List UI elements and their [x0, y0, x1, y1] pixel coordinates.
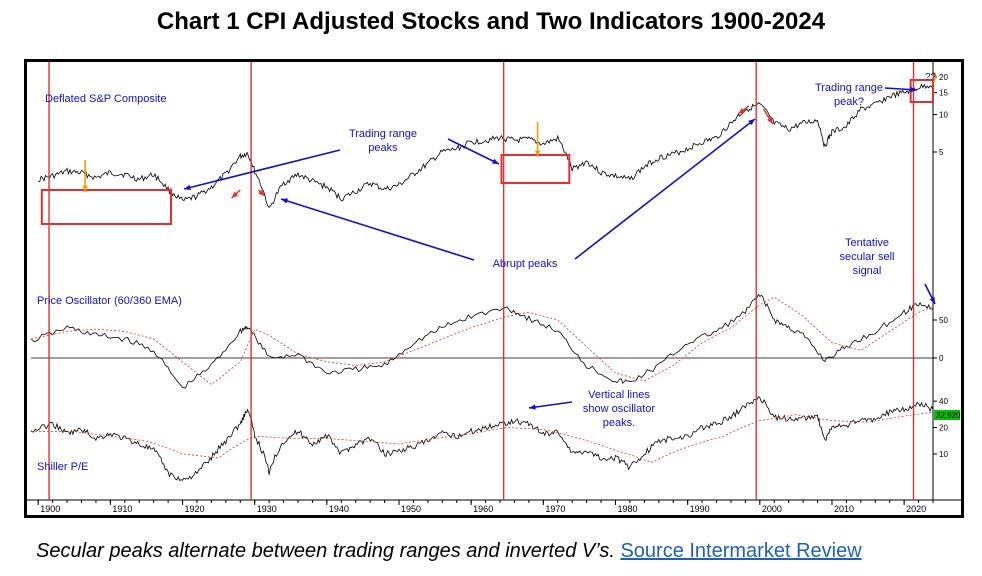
- chart-title: Chart 1 CPI Adjusted Stocks and Two Indi…: [156, 8, 826, 35]
- trading-range-arrow-right-head: [492, 158, 499, 164]
- x-tick-label: 1940: [329, 504, 349, 514]
- tentative-label-line2: secular sell: [839, 251, 894, 263]
- red-peak-tick-head: [231, 191, 239, 198]
- vertical-lines-label-line2: show oscillator: [583, 403, 655, 415]
- trading-range-label-line1: Trading range: [349, 128, 417, 140]
- y-tick-label: 20: [939, 424, 948, 433]
- x-tick-label: 1960: [473, 504, 493, 514]
- abrupt-peaks-arrow-left-head: [281, 198, 288, 204]
- x-tick-label: 1950: [401, 504, 421, 514]
- trading-range-box-1960s: [500, 154, 571, 184]
- tentative-signal-arrow-head: [929, 297, 935, 304]
- y-tick-label: 40: [939, 397, 948, 406]
- trading-range-arrow-right: [447, 138, 500, 165]
- tentative-label-line1: Tentative: [845, 237, 889, 249]
- last-value-label: 32.920: [936, 411, 961, 420]
- orange-arrow-1906-head: [82, 185, 88, 192]
- x-tick-label: 1930: [257, 504, 277, 514]
- y-tick-label: 0: [939, 354, 944, 363]
- y-tick-label: 5: [939, 148, 944, 157]
- x-tick-label: 1970: [545, 504, 565, 514]
- middle-series-line: [30, 293, 934, 389]
- shiller-pe-label: Shiller P/E: [37, 461, 88, 473]
- trading-range-peak-label-line2: peak?: [834, 96, 864, 108]
- y-tick-label: 20: [939, 73, 948, 82]
- trading-range-arrow-left-head: [184, 184, 191, 191]
- trading-range-box-1910s: [40, 189, 172, 225]
- trading-range-arrow-left: [183, 149, 341, 190]
- top-series-line: [38, 83, 934, 208]
- red-peak-tick-head: [738, 107, 745, 114]
- y-tick-label: 15: [939, 89, 948, 98]
- trading-range-label-line2: peaks: [368, 142, 398, 154]
- x-tick-label: 2010: [834, 504, 854, 514]
- red-peak-tick-head: [258, 189, 265, 196]
- x-tick-label: 1980: [617, 504, 637, 514]
- orange-arrow-2024-head: [931, 75, 938, 82]
- source-link[interactable]: Source Intermarket Review: [620, 540, 862, 562]
- vertical-lines-label-line1: Vertical lines: [588, 389, 650, 401]
- trading-range-peak-arrow-head: [910, 86, 917, 93]
- vertical-lines-arrow-head: [529, 404, 536, 410]
- y-tick-label: 50: [939, 316, 948, 325]
- x-tick-label: 2000: [762, 504, 782, 514]
- bottom-moving-average-line: [31, 411, 934, 463]
- x-tick-label: 2020: [906, 504, 926, 514]
- caption: Secular peaks alternate between trading …: [36, 540, 862, 563]
- tentative-label-line3: signal: [853, 265, 882, 277]
- abrupt-peaks-arrow-right: [574, 118, 756, 260]
- bottom-series-line: [30, 395, 934, 481]
- x-tick-label: 1910: [112, 504, 132, 514]
- x-tick-label: 1900: [40, 504, 60, 514]
- vertical-lines-label-line3: peaks.: [603, 417, 635, 429]
- abrupt-peaks-label: Abrupt peaks: [493, 258, 558, 270]
- chart-frame: 1900 1910 1920 1930 1940 1950 1960 1970 1980 1990…: [24, 59, 964, 518]
- caption-text: Secular peaks alternate between trading …: [36, 540, 615, 562]
- oscillator-label: Price Oscillator (60/360 EMA): [37, 295, 182, 307]
- x-tick-label: 1920: [185, 504, 205, 514]
- trading-range-peak-label-line1: Trading range: [815, 82, 883, 94]
- abrupt-peaks-arrow-left: [280, 198, 475, 261]
- vertical-lines-arrow: [528, 401, 573, 409]
- red-peak-tick-head: [767, 117, 773, 124]
- question-marks: ??: [925, 72, 937, 83]
- chart-svg: 1900 1910 1920 1930 1940 1950 1960 1970 1980 1990…: [27, 62, 961, 514]
- y-tick-label: 10: [939, 111, 948, 120]
- orange-arrow-1969-head: [534, 150, 541, 157]
- deflated-sp-label: Deflated S&P Composite: [45, 93, 166, 105]
- x-tick-label: 1990: [690, 504, 710, 514]
- last-value-badge: [934, 410, 960, 420]
- middle-moving-average-line: [30, 296, 934, 386]
- y-tick-label: 10: [939, 450, 948, 459]
- abrupt-peaks-arrow-right-head: [748, 119, 755, 126]
